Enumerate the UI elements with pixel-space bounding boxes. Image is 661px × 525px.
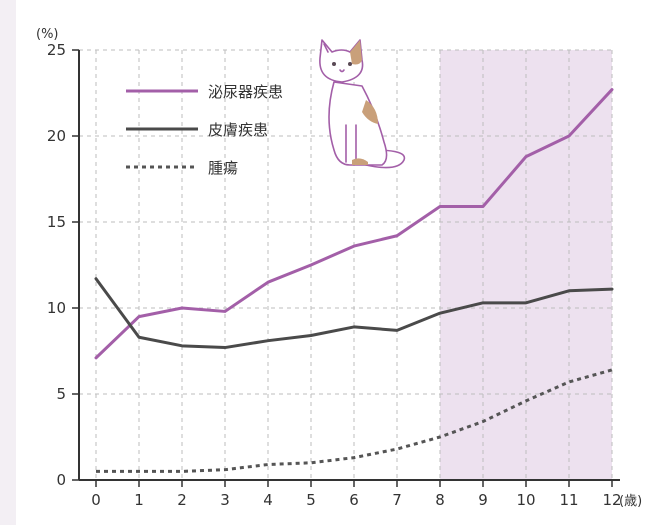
x-tick-label: 2 xyxy=(177,491,187,509)
x-tick-label: 11 xyxy=(559,491,578,509)
x-tick-label: 3 xyxy=(220,491,230,509)
chart-panel: 0 5 10 15 20 25 0 1 2 3 4 5 6 7 8 9 10 11 12 (%) (歳) 泌尿器疾患… xyxy=(16,0,661,525)
x-tick-label: 10 xyxy=(516,491,535,509)
y-tick-label: 15 xyxy=(47,213,66,231)
legend-label-urinary: 泌尿器疾患 xyxy=(208,83,283,101)
x-tick-label: 9 xyxy=(478,491,488,509)
y-tick-label: 25 xyxy=(47,41,66,59)
y-tick-label: 0 xyxy=(56,471,66,489)
x-tick-label: 8 xyxy=(435,491,445,509)
legend-label-skin: 皮膚疾患 xyxy=(208,121,268,139)
y-axis-unit: (%) xyxy=(36,27,59,42)
y-tick-label: 10 xyxy=(47,299,66,317)
x-tick-label: 7 xyxy=(392,491,402,509)
cat-illustration xyxy=(319,39,406,169)
x-tick-label: 5 xyxy=(306,491,316,509)
x-tick-label: 4 xyxy=(263,491,273,509)
x-tick-label: 6 xyxy=(349,491,359,509)
legend-label-tumor: 腫瘍 xyxy=(208,159,238,177)
y-tick-label: 5 xyxy=(56,385,66,403)
legend: 泌尿器疾患 皮膚疾患 腫瘍 xyxy=(126,83,283,177)
x-axis-unit: (歳) xyxy=(619,494,642,509)
x-tick-label: 12 xyxy=(602,491,621,509)
y-tick-label: 20 xyxy=(47,127,66,145)
x-tick-label: 1 xyxy=(134,491,144,509)
x-tick-label: 0 xyxy=(91,491,101,509)
